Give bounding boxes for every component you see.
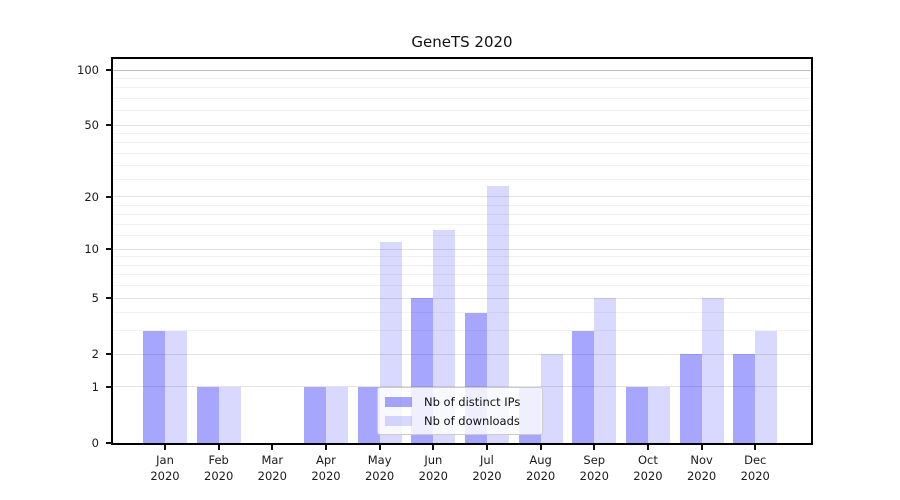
y-tick-label: 0: [91, 436, 99, 450]
y-tick-label: 20: [84, 189, 99, 204]
gridline-major: [113, 353, 811, 355]
gridline-minor: [113, 213, 811, 215]
y-tick-label: 10: [84, 242, 99, 257]
gridline-minor: [113, 330, 811, 332]
legend-swatch-distinct-ips: [385, 396, 412, 407]
x-axis-tick: [324, 445, 327, 450]
gridline-major: [113, 386, 811, 388]
x-axis-tick: [593, 445, 596, 450]
y-tick-label: 2: [91, 347, 99, 362]
y-tick-label: 100: [77, 63, 99, 77]
x-axis-tick: [164, 445, 166, 450]
bar-downloads-feb: [218, 386, 241, 444]
gridline-minor: [113, 312, 811, 314]
x-tick-label: Feb 2020: [204, 453, 234, 483]
x-tick-label: Nov 2020: [686, 453, 717, 483]
x-axis-tick: [539, 445, 542, 450]
x-tick-label: May 2020: [364, 453, 395, 483]
x-tick-label: Aug 2020: [525, 453, 556, 483]
y-tick-label: 5: [91, 291, 99, 306]
y-axis-tick: [106, 195, 112, 198]
x-tick-label: Dec 2020: [740, 453, 770, 483]
bar-downloads-apr: [325, 386, 348, 444]
bar-distinct-ips-apr: [303, 386, 326, 444]
bar-downloads-sep: [594, 298, 617, 444]
y-axis-tick: [106, 385, 112, 388]
x-axis-tick: [754, 445, 757, 450]
gridline-minor: [113, 110, 811, 112]
x-tick-label: Jan 2020: [150, 453, 180, 483]
gridline-major: [113, 297, 811, 299]
y-axis-tick: [106, 124, 112, 127]
gridline-minor: [113, 152, 811, 154]
gridline-major: [113, 69, 811, 71]
gridline-minor: [113, 235, 811, 237]
y-axis-tick: [106, 297, 112, 300]
y-axis-tick: [106, 442, 112, 444]
bar-distinct-ips-feb: [196, 386, 219, 444]
bar-distinct-ips-oct: [625, 386, 648, 444]
legend-item-downloads: Nb of downloads: [385, 414, 534, 428]
bar-downloads-dec: [755, 330, 778, 444]
bar-downloads-nov: [701, 298, 724, 444]
bar-downloads-jul: [486, 186, 509, 444]
x-tick-label: Apr 2020: [311, 453, 341, 483]
legend: Nb of distinct IPs Nb of downloads: [377, 387, 543, 435]
bar-downloads-oct: [647, 386, 670, 444]
x-tick-label: Sep 2020: [579, 453, 609, 483]
gridline-minor: [113, 97, 811, 99]
gridline-major: [113, 124, 811, 126]
y-axis-tick: [106, 248, 112, 251]
bar-distinct-ips-jan: [143, 330, 165, 444]
y-tick-label: 50: [84, 118, 99, 133]
gridline-minor: [113, 223, 811, 225]
legend-swatch-downloads: [385, 415, 412, 426]
y-tick-label: 1: [91, 379, 99, 394]
bar-distinct-ips-dec: [733, 354, 756, 444]
bar-distinct-ips-sep: [572, 330, 595, 444]
gridline-minor: [113, 133, 811, 135]
y-axis-tick: [106, 69, 112, 71]
y-axis-tick: [106, 353, 112, 356]
x-axis-tick: [646, 445, 649, 450]
gridline-minor: [113, 164, 811, 166]
bar-downloads-jan: [165, 330, 187, 444]
gridline-minor: [113, 274, 811, 276]
x-axis-tick: [378, 445, 381, 450]
legend-label: Nb of distinct IPs: [424, 394, 521, 409]
x-tick-label: Mar 2020: [257, 453, 287, 483]
gridline-major: [113, 196, 811, 198]
x-axis-tick: [432, 445, 435, 450]
gridline-minor: [113, 264, 811, 266]
gridline-minor: [113, 142, 811, 144]
legend-label: Nb of downloads: [424, 413, 520, 428]
bar-downloads-aug: [540, 354, 563, 444]
gridline-major: [113, 248, 811, 250]
x-axis-tick: [485, 445, 488, 450]
x-axis-tick: [700, 445, 703, 450]
gridline-minor: [113, 204, 811, 206]
gridline-minor: [113, 285, 811, 287]
chart-title: GeneTS 2020: [411, 33, 513, 51]
bar-distinct-ips-nov: [679, 354, 702, 444]
gridline-minor: [113, 77, 811, 79]
bar-distinct-ips-may: [357, 386, 380, 444]
gridline-minor: [113, 179, 811, 181]
legend-item-distinct-ips: Nb of distinct IPs: [385, 395, 534, 409]
gridline-minor: [113, 256, 811, 258]
x-tick-label: Oct 2020: [633, 453, 663, 483]
x-axis-tick: [217, 445, 220, 450]
x-tick-label: Jul 2020: [472, 453, 502, 483]
x-axis-tick: [271, 445, 274, 450]
x-tick-label: Jun 2020: [418, 453, 448, 483]
gridline-minor: [113, 87, 811, 89]
